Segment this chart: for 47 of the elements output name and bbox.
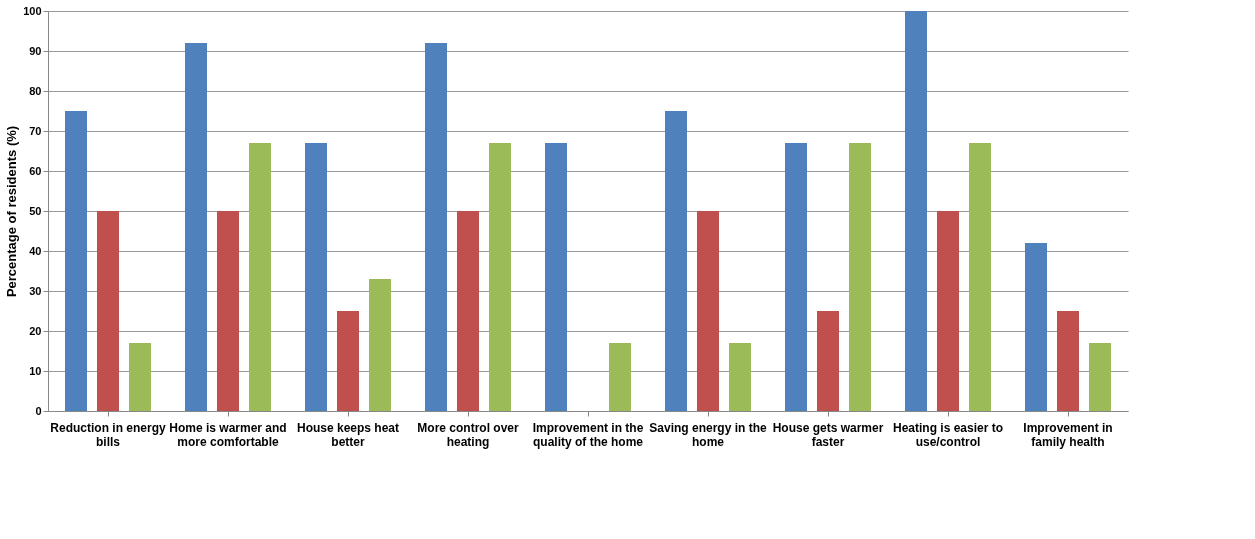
bar: [849, 143, 871, 411]
bar: [729, 343, 751, 411]
y-tick-label: 0: [35, 404, 42, 417]
x-tick-label: Improvement in family health: [1023, 420, 1113, 449]
y-tick-label: 100: [23, 4, 42, 17]
bar: [65, 111, 87, 411]
bar: [489, 143, 511, 411]
bar: [305, 143, 327, 411]
bar: [97, 211, 119, 411]
bar: [937, 211, 959, 411]
bar: [969, 143, 991, 411]
bar: [457, 211, 479, 411]
y-tick-label: 70: [29, 124, 42, 137]
bar: [665, 111, 687, 411]
bar: [425, 43, 447, 411]
bar: [129, 343, 151, 411]
y-tick-label: 30: [29, 284, 42, 297]
x-tick-label: More control over heating: [417, 420, 519, 449]
bar: [1025, 243, 1047, 411]
x-tick-label: Saving energy in the home: [649, 420, 767, 449]
y-tick-label: 20: [29, 324, 42, 337]
x-tick-label: Heating is easier to use/control: [892, 420, 1004, 449]
bar: [185, 43, 207, 411]
x-tick-label: Reduction in energy bills: [50, 420, 166, 449]
y-tick-label: 10: [29, 364, 42, 377]
y-axis-title: Percentage of residents (%): [4, 125, 20, 298]
x-tick-label: Home is warmer and more comfortable: [169, 420, 287, 449]
y-tick-label: 90: [29, 44, 42, 57]
bar: [217, 211, 239, 411]
y-tick-label: 60: [29, 164, 42, 177]
bar: [905, 11, 927, 411]
bar: [369, 279, 391, 411]
bar: [817, 311, 839, 411]
bar: [697, 211, 719, 411]
y-tick-label: 40: [29, 244, 42, 257]
y-tick-label: 80: [29, 84, 42, 97]
x-tick-label: Improvement in the quality of the home: [532, 420, 644, 449]
bar: [1089, 343, 1111, 411]
bar: [609, 343, 631, 411]
bar: [785, 143, 807, 411]
x-tick-label: House keeps heat better: [296, 420, 400, 449]
bar: [1057, 311, 1079, 411]
x-tick-label: House gets warmer faster: [772, 420, 884, 449]
bar: [249, 143, 271, 411]
bar: [337, 311, 359, 411]
bar: [545, 143, 567, 411]
y-tick-label: 50: [29, 204, 42, 217]
